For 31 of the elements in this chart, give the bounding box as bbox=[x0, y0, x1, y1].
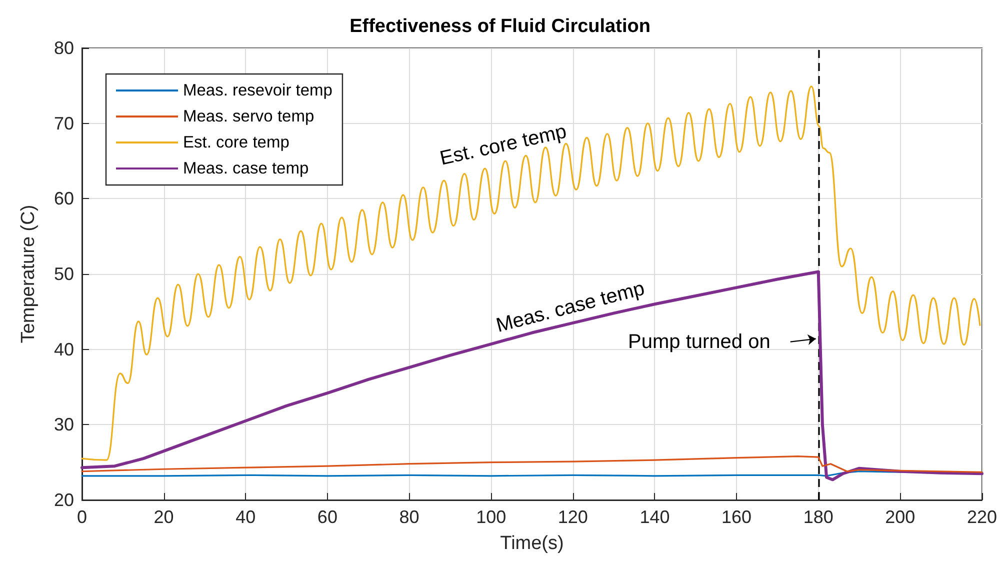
annotation: Est. core temp bbox=[438, 120, 569, 170]
y-tick-label: 60 bbox=[54, 188, 74, 209]
x-tick-label: 40 bbox=[236, 507, 256, 527]
y-tick-label: 40 bbox=[54, 339, 74, 360]
x-tick-label: 60 bbox=[317, 507, 338, 527]
x-tick-label: 180 bbox=[803, 507, 834, 527]
x-tick-label: 100 bbox=[476, 507, 506, 527]
line-series bbox=[81, 456, 983, 473]
line-series bbox=[80, 270, 984, 482]
y-tick-label: 70 bbox=[54, 113, 74, 134]
x-axis-title: Time(s) bbox=[500, 533, 564, 554]
legend-label: Meas. resevoir temp bbox=[183, 82, 332, 100]
x-tick-label: 140 bbox=[640, 507, 670, 527]
x-tick-label: 120 bbox=[558, 507, 588, 527]
legend-label: Meas. case temp bbox=[183, 160, 309, 178]
x-tick-label: 0 bbox=[76, 507, 88, 527]
y-tick-label: 30 bbox=[54, 414, 74, 435]
x-tick-label: 160 bbox=[722, 507, 752, 527]
legend-label: Meas. servo temp bbox=[183, 108, 314, 126]
chart-title: Effectiveness of Fluid Circulation bbox=[350, 16, 650, 37]
y-axis-title: Temperature (C) bbox=[18, 204, 39, 344]
line-series bbox=[81, 86, 981, 461]
y-tick-label: 50 bbox=[54, 264, 74, 284]
x-tick-label: 20 bbox=[154, 507, 174, 527]
legend-label: Est. core temp bbox=[183, 134, 290, 152]
x-tick-label: 80 bbox=[399, 507, 420, 527]
ref-line-label: Pump turned on bbox=[628, 330, 770, 353]
x-tick-label: 220 bbox=[966, 507, 998, 527]
x-tick-label: 200 bbox=[885, 507, 916, 527]
y-tick-label: 20 bbox=[54, 490, 74, 510]
y-tick-label: 80 bbox=[54, 38, 74, 58]
